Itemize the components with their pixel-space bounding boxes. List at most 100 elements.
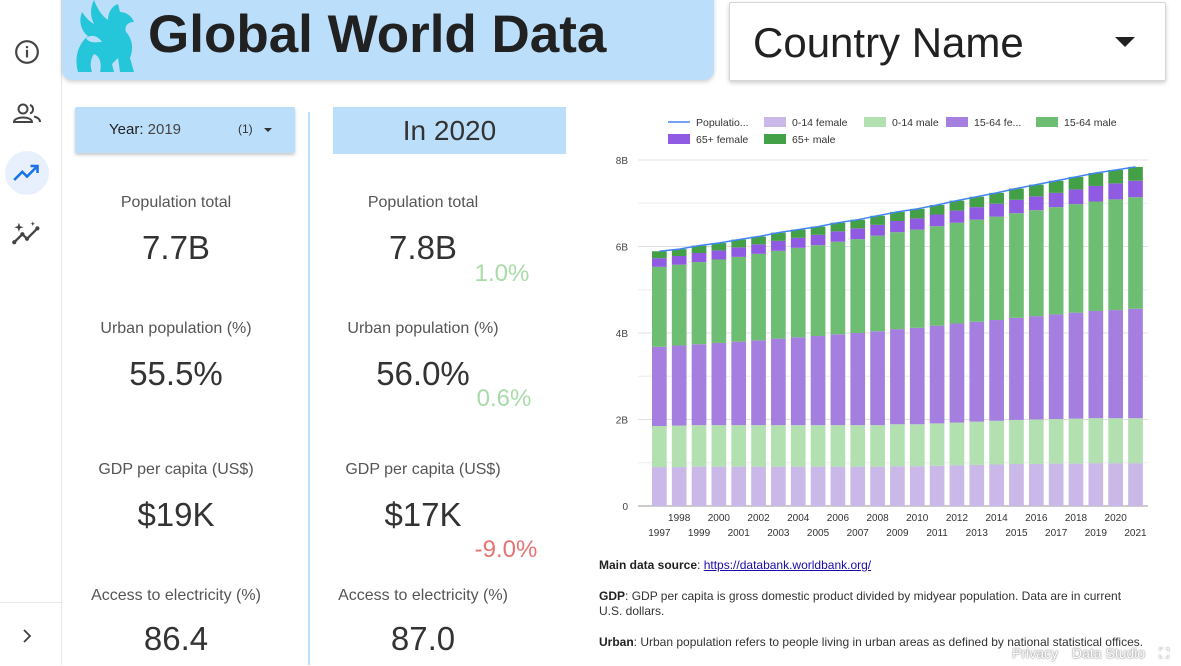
bar-segment — [771, 240, 786, 251]
bar-segment — [989, 192, 1004, 204]
report-footer: Privacy Data Studio ⛶ — [1012, 645, 1169, 662]
bar-segment — [850, 239, 866, 333]
caret-down-icon — [1115, 37, 1135, 47]
metric-delta: -9.0% — [474, 536, 538, 563]
bar-segment — [652, 467, 667, 506]
x-tick-label: 2020 — [1105, 513, 1128, 524]
bar-segment — [969, 219, 985, 322]
bar-segment — [711, 342, 727, 426]
year-filter[interactable]: Year: 2019 (1) — [75, 107, 295, 153]
x-tick-label: 2011 — [926, 528, 948, 539]
bar-segment — [1088, 201, 1104, 311]
bar-segment — [969, 464, 985, 506]
country-select[interactable]: Country Name — [729, 2, 1166, 81]
bar-segment — [1068, 204, 1084, 313]
bar-segment — [790, 425, 806, 467]
metric-value: 86.4 — [143, 620, 209, 657]
bar-segment — [671, 256, 687, 265]
bar-segment — [751, 340, 766, 426]
bar-segment — [1088, 310, 1104, 419]
population-chart: 0 2B 4B 6B 8B 1997 1998 1999 2000 2001 2002 2003 200… — [596, 106, 1156, 546]
insights-nav-button[interactable] — [5, 211, 49, 255]
bar-segment — [870, 235, 885, 332]
bar-segment — [671, 425, 687, 468]
bar-segment — [890, 232, 905, 330]
bar-segment — [1068, 176, 1084, 190]
info-nav-button[interactable] — [5, 30, 49, 74]
legend-label: 15-64 fe... — [974, 117, 1021, 129]
data-studio-link[interactable]: Data Studio — [1072, 645, 1146, 661]
bar-segment — [969, 207, 985, 220]
legend-swatch — [1036, 117, 1058, 127]
people-nav-button[interactable] — [5, 91, 49, 135]
bar-segment — [711, 466, 727, 506]
bar-segment — [1028, 316, 1044, 420]
bar-segment — [850, 333, 866, 426]
bar-segment — [949, 465, 965, 506]
expand-nav-button[interactable] — [5, 614, 49, 658]
x-tick-label: 2002 — [747, 513, 770, 524]
bar-segment — [1108, 183, 1124, 200]
fullscreen-icon[interactable]: ⛶ — [1159, 645, 1169, 661]
x-tick-label: 2005 — [807, 528, 830, 539]
bar-segment — [870, 215, 885, 225]
year-filter-label: Year — [109, 121, 140, 138]
x-tick-label: 2001 — [728, 528, 751, 539]
bar-segment — [790, 337, 806, 426]
metric-value: 55.5% — [129, 355, 223, 392]
bar-segment — [731, 466, 747, 506]
bar-segment — [810, 336, 826, 426]
country-select-label: Country Name — [753, 19, 1024, 66]
x-tick-label: 2018 — [1065, 513, 1088, 524]
x-tick-label: 2000 — [708, 513, 731, 524]
bar-segment — [1048, 207, 1064, 315]
metric-label: Urban population (%) — [100, 320, 252, 337]
bar-segment — [969, 196, 985, 208]
source-link[interactable]: https://databank.worldbank.org/ — [703, 558, 872, 572]
bar-segment — [909, 208, 925, 219]
bar-segment — [751, 425, 766, 467]
bar-segment — [1128, 308, 1143, 419]
legend-label: 65+ male — [792, 134, 836, 146]
x-tick-label: 2010 — [906, 513, 929, 524]
x-tick-label: 2015 — [1005, 528, 1028, 539]
bar-segment — [1128, 166, 1143, 181]
trends-nav-button[interactable] — [5, 151, 49, 195]
bar-segment — [1009, 188, 1024, 200]
bar-segment — [810, 234, 826, 246]
year-filter-count: (1) — [238, 122, 253, 136]
bar-segment — [790, 237, 806, 248]
x-tick-label: 2016 — [1025, 513, 1048, 524]
bar-segment — [1088, 172, 1104, 186]
notes-panel: Main data source: https://databank.world… — [599, 558, 1144, 666]
bar-segment — [929, 423, 945, 466]
metric-label: GDP per capita (US$) — [345, 461, 501, 478]
x-tick-label: 1997 — [648, 528, 671, 539]
legend-swatch — [764, 117, 786, 127]
note-source: Main data source: https://databank.world… — [599, 558, 872, 572]
people-icon — [12, 103, 41, 123]
bar-segment — [1108, 169, 1124, 184]
bar-segment — [652, 251, 667, 259]
metric-value: $17K — [384, 496, 462, 533]
metric-value: $19K — [137, 496, 215, 533]
bar-segment — [751, 466, 766, 506]
bar-segment — [1009, 317, 1024, 420]
metric-label: Urban population (%) — [347, 320, 499, 337]
bar-segment — [652, 425, 667, 468]
x-tick-label: 2004 — [787, 513, 810, 524]
bar-segment — [949, 323, 965, 423]
legend-label: 0-14 male — [892, 117, 939, 129]
metric-value: 7.7B — [142, 229, 210, 266]
y-tick-label: 6B — [616, 243, 629, 254]
legend-label: 15-64 male — [1064, 117, 1117, 129]
bar-segment — [850, 425, 866, 467]
bar-segment — [890, 211, 905, 221]
bar-segment — [652, 346, 667, 426]
note-text: Urban population refers to people living… — [640, 635, 1144, 649]
privacy-link[interactable]: Privacy — [1012, 645, 1059, 661]
current-year-header: In 2020 — [333, 107, 566, 154]
bar-segment — [870, 331, 885, 426]
bar-segment — [1048, 419, 1064, 464]
bar-segment — [989, 320, 1004, 421]
